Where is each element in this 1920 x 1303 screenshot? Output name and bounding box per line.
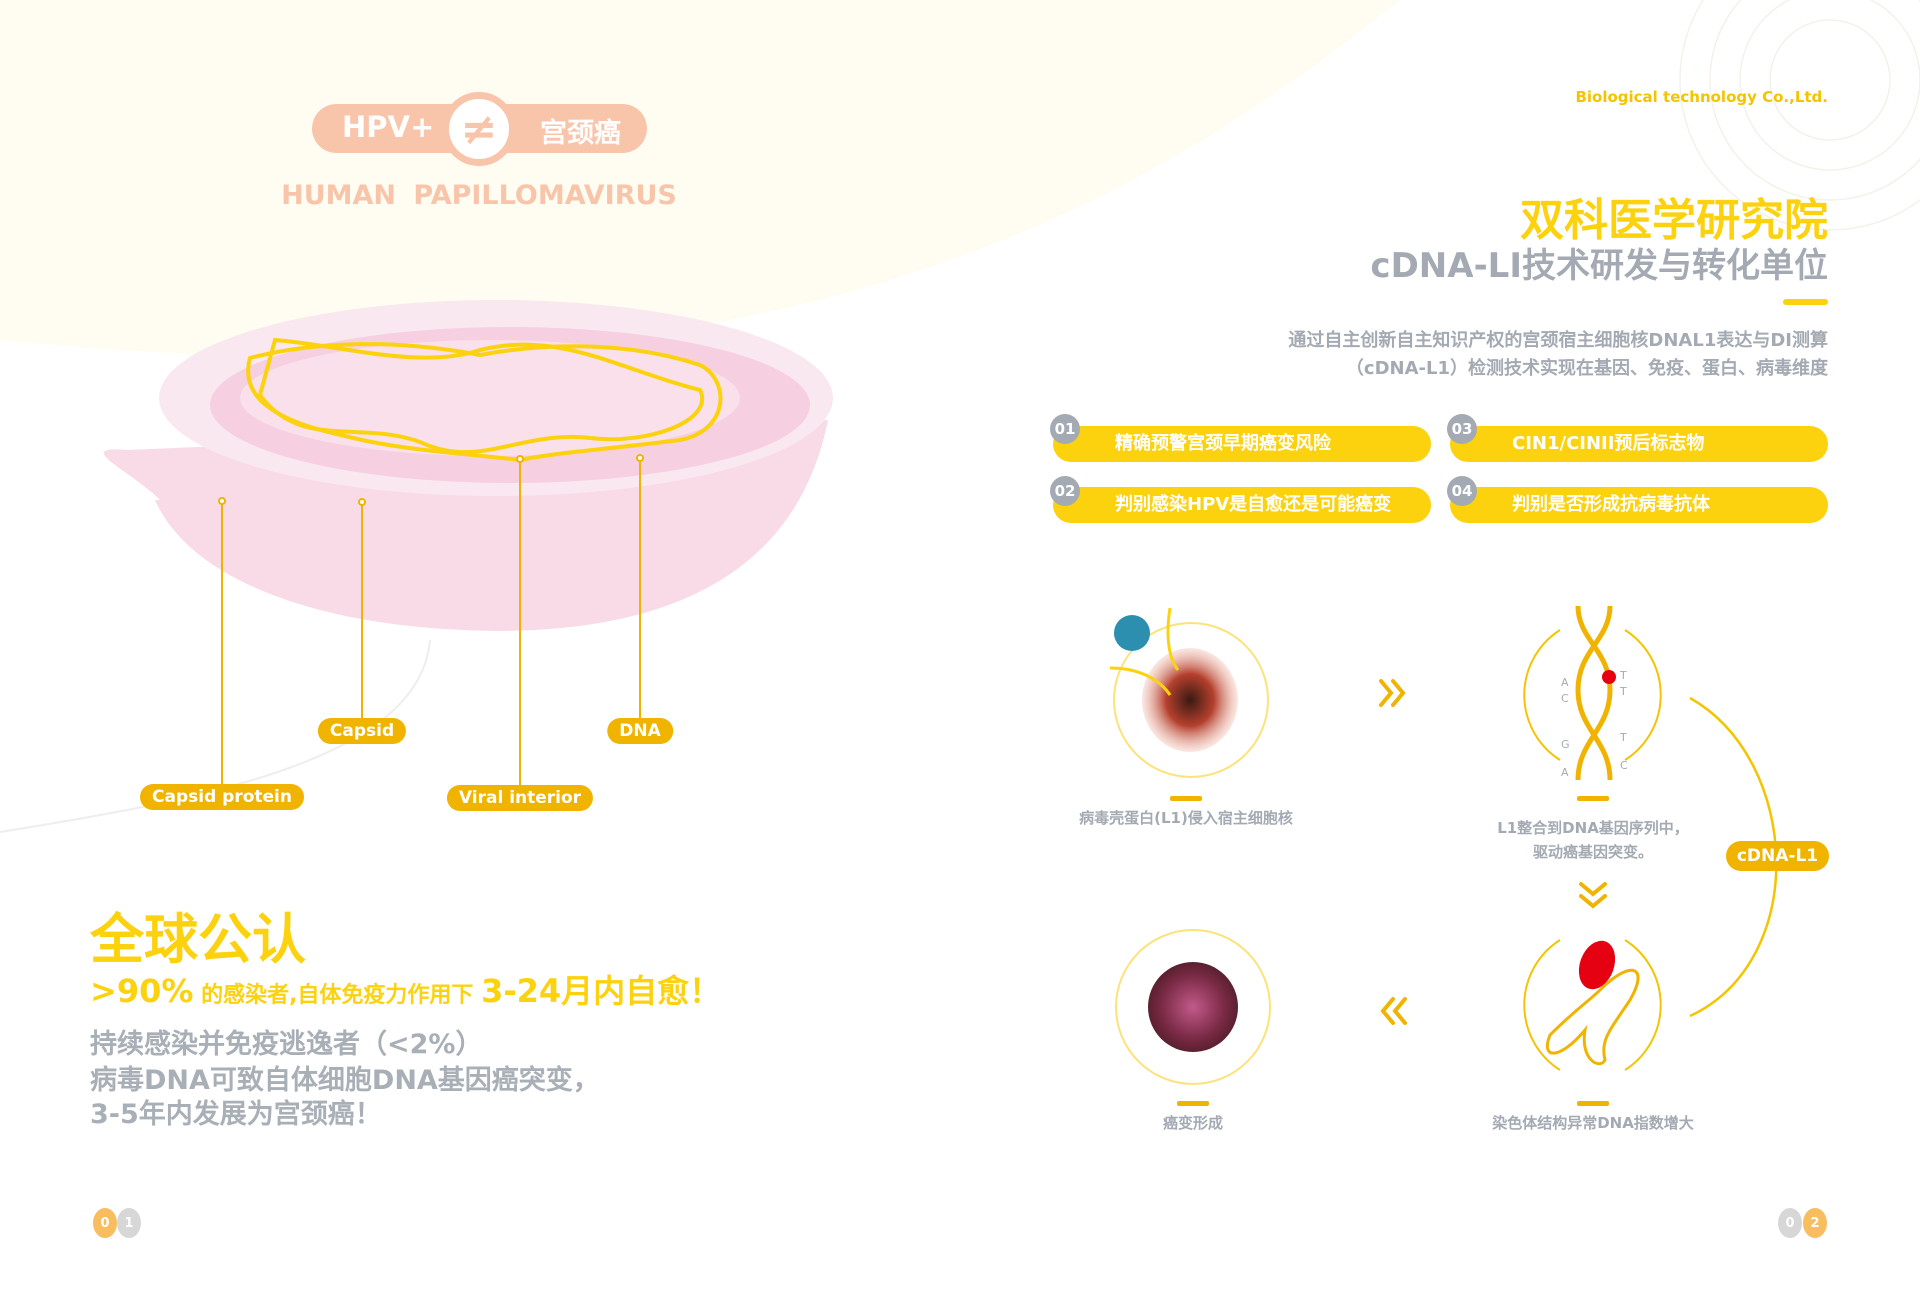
cdna-l1-badge: cDNA-L1 [1726,841,1829,871]
page-number-digit: 1 [117,1208,141,1238]
feature-number: 01 [1050,414,1080,444]
step-dash [1177,1101,1209,1106]
description-line: 通过自主创新自主知识产权的宫颈宿主细胞核DNAL1表达与DI测算 [1288,330,1828,351]
step-dash [1577,796,1609,801]
arrow-right-icon [1379,679,1406,707]
feature-03: CIN1/CINII预后标志物 [1450,426,1828,462]
step-dash [1577,1101,1609,1106]
step2-caption-2: 驱动癌基因突变。 [1532,843,1654,861]
institute-title: 双科医学研究院 [1520,195,1828,246]
label-viral-interior: Viral interior [446,785,594,811]
feature-number: 02 [1050,476,1080,506]
feature-02: 判别感染HPV是自愈还是可能癌变 [1053,487,1431,523]
host-cell-icon [1142,648,1238,752]
label-capsid-protein: Capsid protein [140,784,304,810]
arrow-left-icon [1380,997,1407,1025]
feature-04: 判别是否形成抗病毒抗体 [1450,487,1828,523]
step-dash [1170,796,1202,801]
virus-icon [1114,615,1150,651]
badge-right: 宫颈癌 [540,118,621,149]
stat-period: 3-24月内自愈！ [481,972,722,1010]
label-dna: DNA [607,718,673,744]
step3-caption: 染色体结构异常DNA指数增大 [1492,1114,1694,1132]
feature-number: 04 [1447,476,1477,506]
gray-line-2: 病毒DNA可致自体细胞DNA基因癌突变， [90,1065,600,1096]
divider [1783,299,1828,305]
page-number-digit: 2 [1803,1208,1827,1238]
feature-01: 精确预警宫颈早期癌变风险 [1053,426,1431,462]
description-line: （cDNA-L1）检测技术实现在基因、免疫、蛋白、病毒维度 [1345,358,1828,379]
tumor-icon [1148,962,1238,1052]
dna-helix-icon [1575,605,1613,781]
feature-number: 03 [1447,414,1477,444]
hpv-subtitle: HUMAN PAPILLOMAVIRUS [281,180,677,211]
stat-percent: >90% [90,972,194,1010]
stat-line: >90% 的感染者,自体免疫力作用下 3-24月内自愈！ [90,966,721,1012]
step1-caption: 病毒壳蛋白(L1)侵入宿主细胞核 [1079,809,1293,827]
page-number-digit: 0 [1778,1208,1802,1238]
company-name: Biological technology Co.,Ltd. [1575,88,1828,106]
cell-circle [1113,622,1269,778]
gray-line-1: 持续感染并免疫逃逸者（<2%） [90,1029,483,1060]
stat-middle: 的感染者,自体免疫力作用下 [193,983,482,1008]
arrow-down-icon [1579,882,1607,909]
badge-left: HPV+ [342,110,435,144]
step2-caption-1: L1整合到DNA基因序列中， [1497,819,1689,837]
not-equal-icon: ≠ [442,92,516,166]
step4-caption: 癌变形成 [1162,1114,1224,1132]
page-number-digit: 0 [93,1208,117,1238]
label-capsid: Capsid [317,718,407,744]
chromosome-icon [1545,940,1640,1066]
gray-line-3: 3-5年内发展为宫颈癌！ [90,1099,382,1130]
heading-global: 全球公认 [90,908,306,971]
institute-subtitle: cDNA-LI技术研发与转化单位 [1370,246,1828,286]
capsid-dish-illustration [103,300,833,631]
